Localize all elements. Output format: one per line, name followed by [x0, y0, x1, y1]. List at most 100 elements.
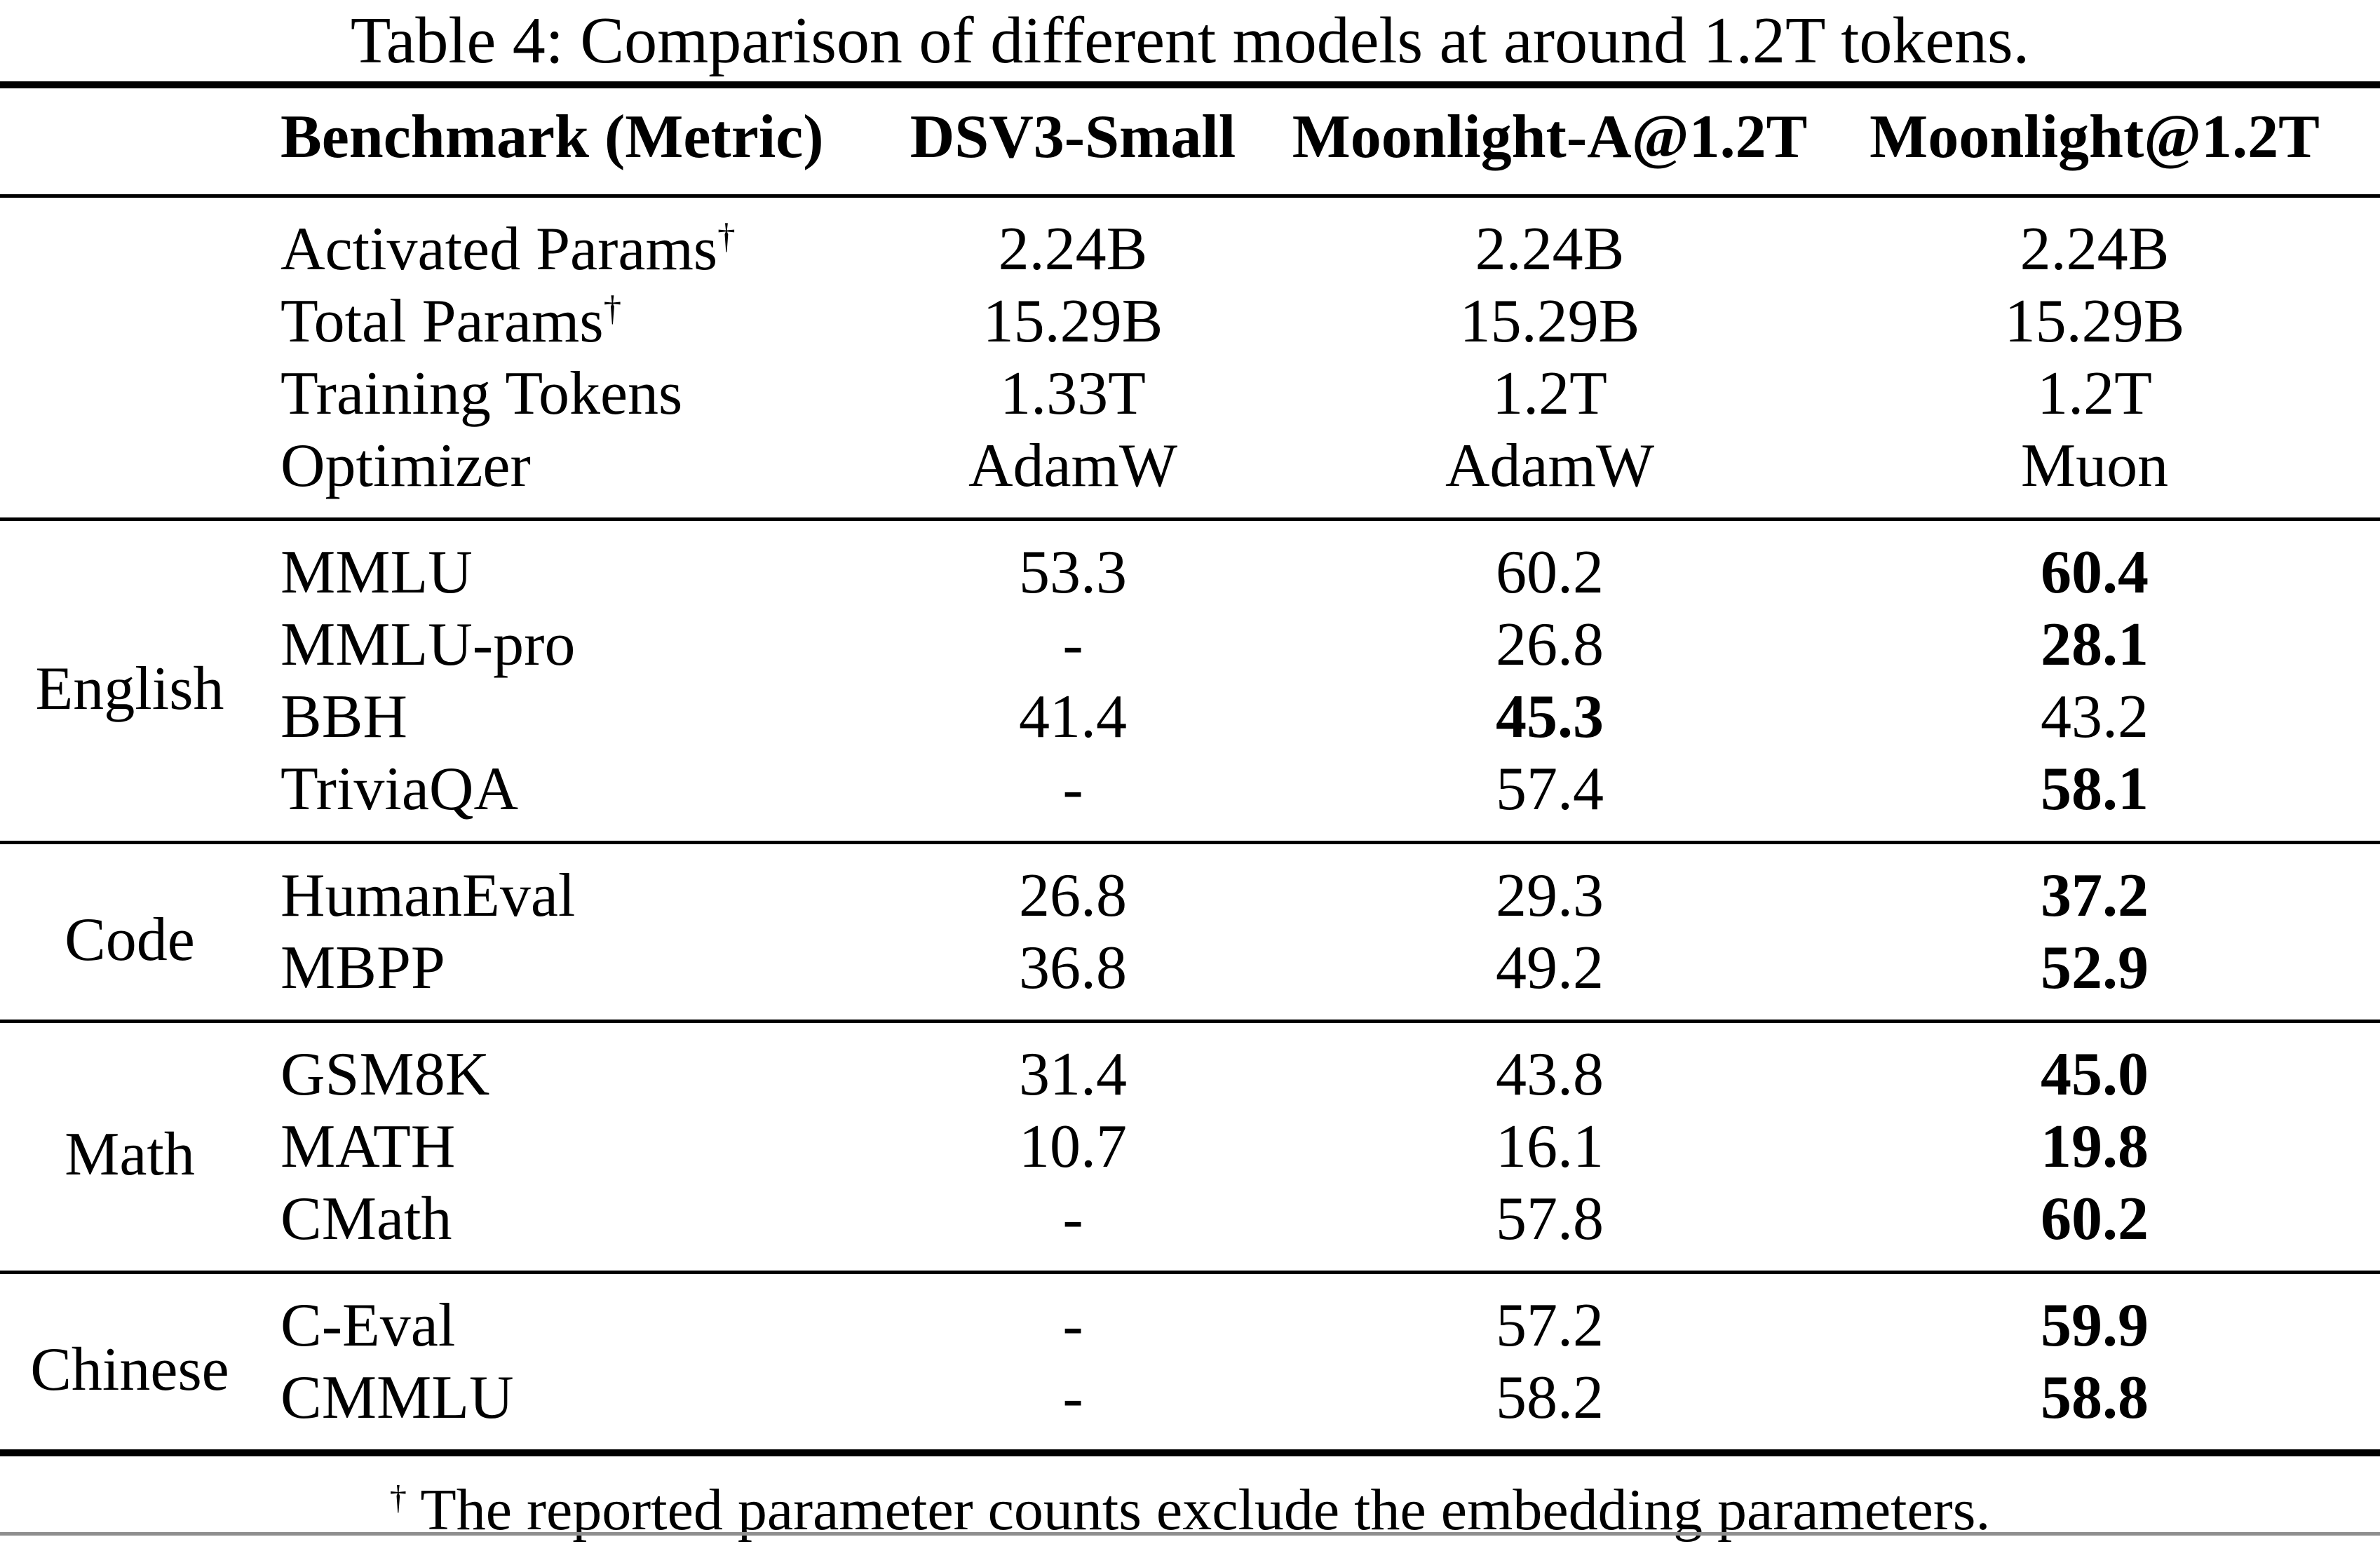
cell-value: 57.4: [1496, 755, 1604, 823]
cell-value: 2.24B: [2020, 215, 2170, 283]
row-label-text: Activated Params: [280, 215, 718, 283]
cell-value: 2.24B: [1475, 215, 1625, 283]
cell-value: 16.1: [1496, 1113, 1604, 1181]
section-english: English MMLU 53.3 60.2 60.4 MMLU-pro - 2…: [0, 519, 2380, 843]
col-header-moonlight-a: Moonlight-A@1.2T: [1292, 103, 1808, 171]
group-spacer: [0, 196, 259, 286]
comparison-table: Benchmark (Metric) DSV3-Small Moonlight-…: [0, 81, 2380, 1456]
col-header-dsv3-small: DSV3-Small: [910, 103, 1236, 171]
row-label: Optimizer: [280, 432, 531, 500]
section-code: Code HumanEval 26.8 29.3 37.2 MBPP 36.8 …: [0, 842, 2380, 1022]
cell-value-best: 19.8: [2041, 1113, 2149, 1181]
cell-value: 15.29B: [982, 287, 1163, 355]
page-bottom-divider: [0, 1532, 2380, 1536]
table-row: English MMLU 53.3 60.2 60.4: [0, 520, 2380, 723]
table-row: Math GSM8K 31.4 43.8 45.0: [0, 1022, 2380, 1189]
cell-value: 10.7: [1019, 1113, 1127, 1181]
row-label: BBH: [280, 683, 407, 751]
cell-value: 2.24B: [998, 215, 1148, 283]
group-label-code: Code: [65, 905, 195, 974]
cell-value: -: [1062, 1364, 1083, 1432]
row-label: Total Params†: [259, 285, 856, 358]
table-row: MATH 10.7 16.1 19.8: [0, 1111, 2380, 1183]
table-caption: Table 4: Comparison of different models …: [350, 4, 2030, 77]
group-label-chinese: Chinese: [30, 1335, 229, 1404]
cell-value-best: 58.8: [2041, 1364, 2149, 1432]
row-label: C-Eval: [280, 1292, 456, 1360]
row-label: MATH: [280, 1113, 456, 1181]
footnote-text: The reported parameter counts exclude th…: [420, 1477, 1991, 1543]
cell-value-best: 60.4: [2041, 539, 2149, 607]
cell-value: 15.29B: [2004, 287, 2185, 355]
cell-value-best: 37.2: [2041, 862, 2149, 930]
cell-value: -: [1062, 611, 1083, 679]
cell-value: 41.4: [1019, 683, 1127, 751]
row-label: MMLU-pro: [280, 611, 576, 679]
col-header-benchmark-metric: Benchmark (Metric): [280, 103, 824, 171]
col-header-moonlight: Moonlight@1.2T: [1869, 103, 2320, 171]
group-label-math: Math: [65, 1120, 195, 1189]
row-label: GSM8K: [280, 1041, 490, 1109]
row-label: MBPP: [280, 934, 445, 1002]
cell-value: -: [1062, 1185, 1083, 1253]
cell-value: 43.8: [1496, 1041, 1604, 1109]
table-row: TriviaQA - 57.4 58.1: [0, 753, 2380, 843]
row-label: HumanEval: [280, 862, 576, 930]
group-label-english: English: [35, 654, 224, 723]
section-chinese: Chinese C-Eval - 57.2 59.9 CMMLU - 58.2 …: [0, 1272, 2380, 1454]
group-spacer: [0, 285, 259, 358]
section-math: Math GSM8K 31.4 43.8 45.0 MATH 10.7 16.1…: [0, 1021, 2380, 1273]
cell-value: 57.8: [1496, 1185, 1604, 1253]
cell-value: 26.8: [1496, 611, 1604, 679]
table-row: Chinese C-Eval - 57.2 59.9: [0, 1273, 2380, 1404]
table-row: CMMLU - 58.2 58.8: [0, 1362, 2380, 1453]
table-row: MBPP 36.8 49.2 52.9: [0, 932, 2380, 1022]
table-row: Training Tokens 1.33T 1.2T 1.2T: [0, 358, 2380, 430]
row-label: MMLU: [280, 539, 473, 607]
cell-value: -: [1062, 755, 1083, 823]
cell-value: 31.4: [1019, 1041, 1127, 1109]
cell-value-best: 28.1: [2041, 611, 2149, 679]
cell-value: 15.29B: [1459, 287, 1640, 355]
cell-value: 60.2: [1496, 539, 1604, 607]
cell-value: 26.8: [1019, 862, 1127, 930]
row-label-text: Total Params: [280, 287, 604, 355]
cell-value: Muon: [2020, 432, 2169, 500]
group-spacer: [0, 430, 259, 520]
table-row: Activated Params† 2.24B 2.24B 2.24B: [0, 196, 2380, 286]
cell-value: 43.2: [2041, 683, 2149, 751]
cell-value: AdamW: [968, 432, 1178, 500]
dagger-mark: †: [717, 217, 736, 257]
cell-value: AdamW: [1445, 432, 1655, 500]
cell-value: 1.33T: [1000, 360, 1146, 428]
section-model-info: Activated Params† 2.24B 2.24B 2.24B Tota…: [0, 196, 2380, 520]
cell-value-best: 58.1: [2041, 755, 2149, 823]
cell-value: 53.3: [1019, 539, 1127, 607]
cell-value: 49.2: [1496, 934, 1604, 1002]
table-row: Optimizer AdamW AdamW Muon: [0, 430, 2380, 520]
header-group-spacer: [0, 85, 259, 196]
cell-value: 29.3: [1496, 862, 1604, 930]
table-row: Total Params† 15.29B 15.29B 15.29B: [0, 285, 2380, 358]
cell-value: 1.2T: [2037, 360, 2152, 428]
cell-value: 36.8: [1019, 934, 1127, 1002]
table-row: MMLU-pro - 26.8 28.1: [0, 609, 2380, 681]
row-label: CMMLU: [280, 1364, 514, 1432]
cell-value-best: 45.3: [1496, 683, 1604, 751]
group-spacer: [0, 358, 259, 430]
cell-value-best: 45.0: [2041, 1041, 2149, 1109]
table-row: CMath - 57.8 60.2: [0, 1183, 2380, 1273]
dagger-mark: †: [389, 1479, 407, 1517]
row-label: Training Tokens: [280, 360, 683, 428]
dagger-mark: †: [603, 289, 622, 329]
table-header: Benchmark (Metric) DSV3-Small Moonlight-…: [0, 85, 2380, 196]
table-row: BBH 41.4 45.3 43.2: [0, 681, 2380, 753]
cell-value-best: 52.9: [2041, 934, 2149, 1002]
cell-value: -: [1062, 1292, 1083, 1360]
row-label: TriviaQA: [280, 755, 519, 823]
header-row: Benchmark (Metric) DSV3-Small Moonlight-…: [0, 85, 2380, 196]
cell-value: 1.2T: [1492, 360, 1607, 428]
table-row: Code HumanEval 26.8 29.3 37.2: [0, 843, 2380, 974]
cell-value: 57.2: [1496, 1292, 1604, 1360]
